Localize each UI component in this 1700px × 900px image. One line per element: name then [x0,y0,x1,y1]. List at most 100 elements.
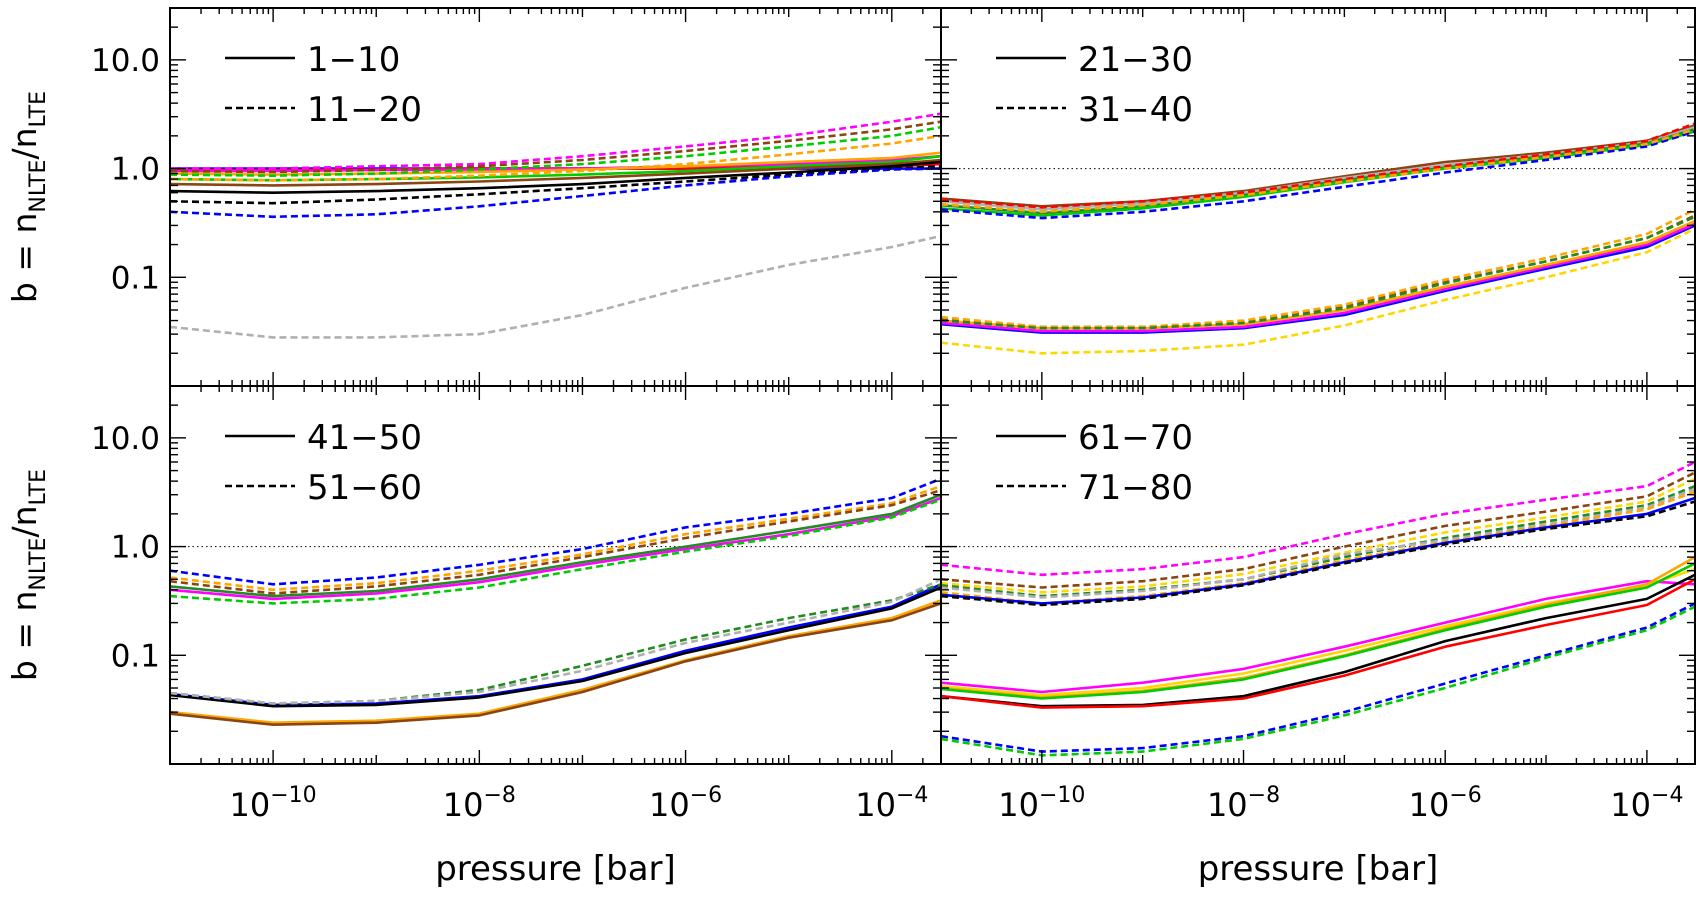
x-tick-base: 10 [855,786,896,824]
series-line-2 [941,471,1695,589]
panel-1: 1−10 11−20 [169,7,942,387]
x-tick-label: 10−8 [1207,783,1280,824]
x-tick-base: 10 [1409,786,1450,824]
series-line-1 [941,124,1695,208]
y-tick-label: 1.0 [111,530,160,566]
x-tick-base: 10 [1207,786,1248,824]
series-line-13 [941,215,1695,330]
series-line-3 [941,477,1695,594]
series-line-5 [941,487,1695,599]
series-line-3 [941,128,1695,215]
legend-label: 41−50 [307,418,422,458]
legend-label: 61−70 [1078,418,1193,458]
y-label-sub-lte: LTE [26,469,51,506]
x-tick-label: 10−8 [443,783,516,824]
x-tick-base: 10 [1610,786,1651,824]
series-line-4 [941,484,1695,598]
series-line-4 [170,496,941,601]
series-line-9 [941,222,1695,333]
series-line-10 [170,578,941,705]
series-line-6 [941,130,1695,220]
series-line-11 [941,214,1695,329]
x-tick-base: 10 [998,786,1039,824]
series-line-1 [170,477,941,586]
series-group [941,122,1695,355]
series-line-7 [941,128,1695,214]
y-axis-label: b = nNLTE/nLTE [5,469,51,681]
series-line-3 [170,488,941,595]
series-line-11 [170,599,941,725]
series-line-7 [170,583,941,707]
y-tick-label: 10.0 [91,43,160,79]
x-tick-base: 10 [443,786,484,824]
x-tick-exponent: −6 [1449,783,1481,808]
series-line-6 [170,158,941,187]
series-line-8 [941,224,1695,334]
x-tick-exponent: −8 [483,783,515,808]
x-tick-base: 10 [649,786,690,824]
series-line-12 [941,562,1695,700]
series-group [170,112,941,339]
x-tick-exponent: −6 [690,783,722,808]
y-label-main: b = n [5,591,44,682]
panel-frame [940,385,1696,765]
x-tick-label: 10−6 [1409,783,1482,824]
series-line-12 [941,208,1695,329]
x-axis-label: pressure [bar] [1198,849,1439,889]
y-tick-label: 0.1 [111,260,160,296]
y-tick-label: 1.0 [111,152,160,188]
series-line-12 [170,602,941,727]
y-axis-label: b = nNLTE/nLTE [5,91,51,303]
series-line-13 [170,167,941,219]
legend-label: 71−80 [1078,468,1193,508]
y-label-sub-lte: LTE [26,91,51,128]
series-line-11 [170,134,941,182]
x-tick-label: 10−6 [649,783,722,824]
y-tick-label: 10.0 [91,421,160,457]
legend-label: 1−10 [307,40,400,80]
series-line-8 [941,500,1695,607]
x-tick-label: 10−4 [855,783,928,824]
y-tick-label: 0.1 [111,638,160,674]
panel-3: 41−50 51−60 [169,385,942,765]
series-line-14 [941,227,1695,355]
x-tick-label: 10−10 [998,783,1085,824]
series-line-5 [941,122,1695,209]
x-tick-exponent: −4 [896,783,928,808]
series-line-8 [170,112,941,170]
x-tick-exponent: −8 [1248,783,1280,808]
series-line-9 [170,120,941,174]
series-line-11 [941,555,1695,699]
x-tick-exponent: −10 [1039,783,1085,808]
series-line-2 [170,484,941,592]
series-line-1 [941,460,1695,577]
series-line-8 [170,586,941,708]
y-label-slash: /n [5,506,44,538]
series-line-15 [941,602,1695,753]
y-label-main: b = n [5,213,44,304]
legend-label: 51−60 [307,468,422,508]
series-group [941,460,1695,757]
y-label-sub-nlte: NLTE [26,160,51,213]
panel-4: 61−70 71−80 [940,385,1696,765]
series-line-13 [941,573,1695,708]
x-tick-exponent: −10 [270,783,316,808]
series-line-14 [170,234,941,339]
panel-2: 21−30 31−40 [940,7,1696,387]
series-line-12 [170,165,941,205]
series-line-10 [170,125,941,177]
y-label-sub-nlte: NLTE [26,538,51,591]
series-line-16 [941,605,1695,757]
x-tick-label: 10−4 [1610,783,1683,824]
series-group [170,477,941,727]
series-line-4 [941,130,1695,217]
y-label-slash: /n [5,128,44,160]
x-axis-label: pressure [bar] [435,849,676,889]
x-tick-exponent: −4 [1651,783,1683,808]
series-line-5 [170,493,941,598]
panel-frame [169,7,942,387]
series-line-14 [941,578,1695,709]
series-line-9 [941,579,1695,694]
